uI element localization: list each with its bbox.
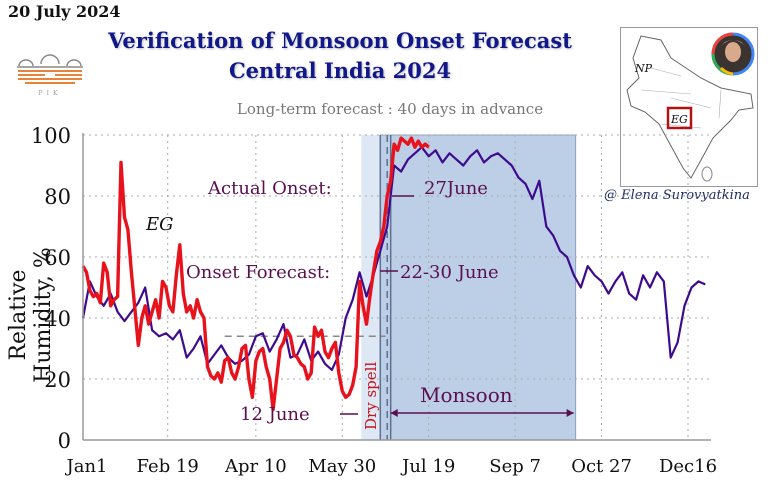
map-label-np: NP <box>634 62 653 75</box>
x-tick-label: Oct 27 <box>571 456 632 477</box>
arrowhead-left-icon <box>390 409 398 417</box>
x-tick-label: Jan1 <box>65 456 108 477</box>
india-map-icon: NP EG <box>626 32 755 182</box>
x-tick-label: Jul 19 <box>400 456 455 477</box>
x-tick-label: May 30 <box>308 456 376 477</box>
actual-onset-label: Actual Onset: <box>207 178 332 199</box>
region-box <box>666 106 693 130</box>
map-label-eg: EG <box>670 113 688 126</box>
x-tick-label: Feb 19 <box>137 456 199 477</box>
dry-spell-label: Dry spell <box>362 362 380 430</box>
monsoon-label: Monsoon <box>420 383 513 407</box>
y-tick-label: 80 <box>44 185 71 209</box>
chart-subtitle: Long-term forecast : 40 days in advance <box>236 100 544 118</box>
x-tick-label: Dec16 <box>659 456 717 477</box>
actual-onset-date: 27June <box>424 178 488 199</box>
chart-title-line2: Central India 2024 <box>228 58 452 83</box>
arrowhead-right-icon <box>566 409 574 417</box>
onset-forecast-label: Onset Forecast: <box>186 262 330 283</box>
x-tick-label: Apr 10 <box>224 456 287 477</box>
dry-spell-start-label: 12 June <box>240 404 310 425</box>
observed-series-line <box>81 136 430 412</box>
india-map: NP EG <box>620 27 758 187</box>
author-credit: @ Elena Surovyatkina <box>604 188 750 203</box>
chart-title-line1: Verification of Monsoon Onset Forecast <box>108 28 572 53</box>
pik-logo: PIK <box>17 54 83 97</box>
region-eg-label: EG <box>145 214 174 235</box>
y-tick-label: 40 <box>44 307 71 331</box>
logo-text: PIK <box>39 90 62 97</box>
forecast-series-line <box>81 146 706 371</box>
y-tick-label: 0 <box>58 429 71 453</box>
monsoon-band <box>379 134 577 441</box>
y-tick-label: 60 <box>44 246 71 270</box>
y-tick-label: 100 <box>31 124 71 148</box>
x-tick-label: Sep 7 <box>489 456 541 477</box>
y-tick-label: 20 <box>44 368 71 392</box>
date-label: 20 July 2024 <box>8 2 121 21</box>
onset-forecast-range: 22-30 June <box>400 262 499 283</box>
